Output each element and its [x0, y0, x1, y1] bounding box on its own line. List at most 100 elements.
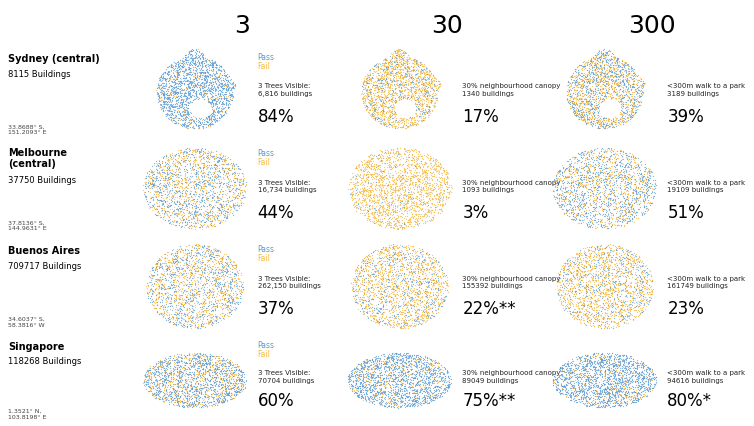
Point	[636, 92, 648, 98]
Point	[203, 366, 215, 372]
Point	[193, 357, 205, 364]
Point	[387, 204, 399, 211]
Point	[395, 60, 407, 67]
Point	[590, 64, 602, 71]
Point	[550, 378, 562, 385]
Point	[624, 257, 636, 264]
Point	[154, 377, 166, 383]
Point	[358, 184, 370, 191]
Point	[612, 359, 624, 366]
Point	[193, 60, 205, 67]
Point	[177, 187, 189, 194]
Point	[414, 356, 426, 363]
Point	[388, 302, 400, 309]
Point	[587, 191, 599, 198]
Point	[372, 183, 385, 190]
Point	[220, 208, 232, 215]
Point	[353, 373, 365, 380]
Point	[177, 213, 189, 219]
Point	[203, 180, 215, 187]
Point	[591, 80, 603, 86]
Point	[567, 303, 579, 310]
Point	[362, 372, 374, 379]
Point	[228, 165, 241, 172]
Point	[216, 89, 228, 96]
Point	[432, 285, 444, 291]
Point	[176, 81, 188, 87]
Point	[364, 88, 376, 95]
Point	[609, 121, 621, 128]
Point	[161, 289, 173, 296]
Point	[611, 268, 624, 275]
Point	[399, 201, 411, 208]
Point	[370, 364, 382, 371]
Point	[384, 374, 396, 381]
Point	[400, 66, 412, 72]
Point	[567, 392, 579, 399]
Point	[214, 207, 226, 214]
Point	[396, 56, 408, 63]
Point	[161, 359, 173, 366]
Point	[587, 77, 599, 83]
Point	[376, 169, 388, 176]
Point	[179, 93, 192, 100]
Point	[139, 193, 151, 200]
Point	[587, 162, 599, 169]
Point	[596, 276, 608, 283]
Point	[429, 195, 441, 202]
Point	[385, 192, 397, 199]
Point	[417, 388, 429, 394]
Point	[404, 265, 416, 272]
Point	[388, 394, 400, 401]
Point	[201, 223, 213, 230]
Point	[595, 390, 607, 397]
Point	[382, 354, 394, 361]
Point	[224, 357, 236, 363]
Point	[425, 177, 437, 184]
Point	[398, 322, 410, 329]
Point	[170, 98, 182, 105]
Point	[379, 57, 391, 64]
Point	[215, 285, 227, 291]
Point	[397, 116, 409, 123]
Point	[395, 360, 407, 366]
Point	[213, 353, 225, 360]
Point	[366, 249, 379, 256]
Point	[206, 86, 218, 93]
Point	[600, 75, 612, 81]
Point	[633, 370, 645, 377]
Point	[155, 95, 167, 102]
Point	[564, 171, 576, 178]
Point	[598, 267, 610, 274]
Point	[393, 155, 405, 161]
Point	[597, 314, 609, 321]
Point	[225, 92, 237, 99]
Point	[566, 384, 578, 391]
Point	[365, 96, 377, 103]
Point	[355, 373, 367, 380]
Point	[153, 358, 165, 365]
Point	[394, 293, 406, 299]
Point	[627, 172, 639, 179]
Point	[639, 274, 651, 281]
Point	[361, 169, 373, 176]
Point	[358, 188, 370, 195]
Point	[185, 243, 198, 250]
Point	[400, 74, 412, 81]
Point	[569, 157, 581, 164]
Point	[603, 376, 615, 383]
Point	[206, 176, 218, 183]
Point	[602, 378, 615, 385]
Point	[370, 106, 382, 113]
Point	[566, 105, 578, 112]
Point	[202, 148, 214, 155]
Point	[575, 107, 587, 114]
Point	[158, 164, 170, 170]
Point	[580, 88, 592, 95]
Point	[366, 277, 379, 284]
Point	[176, 204, 188, 210]
Point	[411, 394, 423, 401]
Point	[587, 245, 599, 251]
Point	[599, 219, 611, 225]
Point	[621, 88, 633, 95]
